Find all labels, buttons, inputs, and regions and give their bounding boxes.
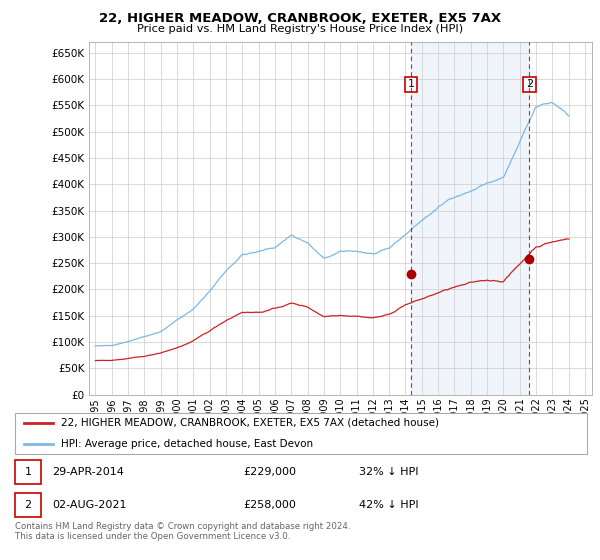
Text: £258,000: £258,000 bbox=[244, 500, 296, 510]
Text: HPI: Average price, detached house, East Devon: HPI: Average price, detached house, East… bbox=[61, 439, 313, 449]
FancyBboxPatch shape bbox=[15, 413, 587, 454]
Text: Contains HM Land Registry data © Crown copyright and database right 2024.
This d: Contains HM Land Registry data © Crown c… bbox=[15, 522, 350, 542]
Text: 1: 1 bbox=[407, 80, 415, 90]
Text: 22, HIGHER MEADOW, CRANBROOK, EXETER, EX5 7AX (detached house): 22, HIGHER MEADOW, CRANBROOK, EXETER, EX… bbox=[61, 418, 439, 428]
Text: 32% ↓ HPI: 32% ↓ HPI bbox=[359, 467, 419, 477]
Text: 2: 2 bbox=[25, 500, 31, 510]
Bar bbox=[411, 42, 529, 395]
FancyBboxPatch shape bbox=[15, 460, 41, 484]
Text: Price paid vs. HM Land Registry's House Price Index (HPI): Price paid vs. HM Land Registry's House … bbox=[137, 24, 463, 34]
Text: 29-APR-2014: 29-APR-2014 bbox=[53, 467, 124, 477]
Text: 22, HIGHER MEADOW, CRANBROOK, EXETER, EX5 7AX: 22, HIGHER MEADOW, CRANBROOK, EXETER, EX… bbox=[99, 12, 501, 25]
Text: 02-AUG-2021: 02-AUG-2021 bbox=[53, 500, 127, 510]
Text: £229,000: £229,000 bbox=[244, 467, 296, 477]
Text: 2: 2 bbox=[526, 80, 533, 90]
FancyBboxPatch shape bbox=[15, 493, 41, 517]
Text: 1: 1 bbox=[25, 467, 31, 477]
Text: 42% ↓ HPI: 42% ↓ HPI bbox=[359, 500, 419, 510]
